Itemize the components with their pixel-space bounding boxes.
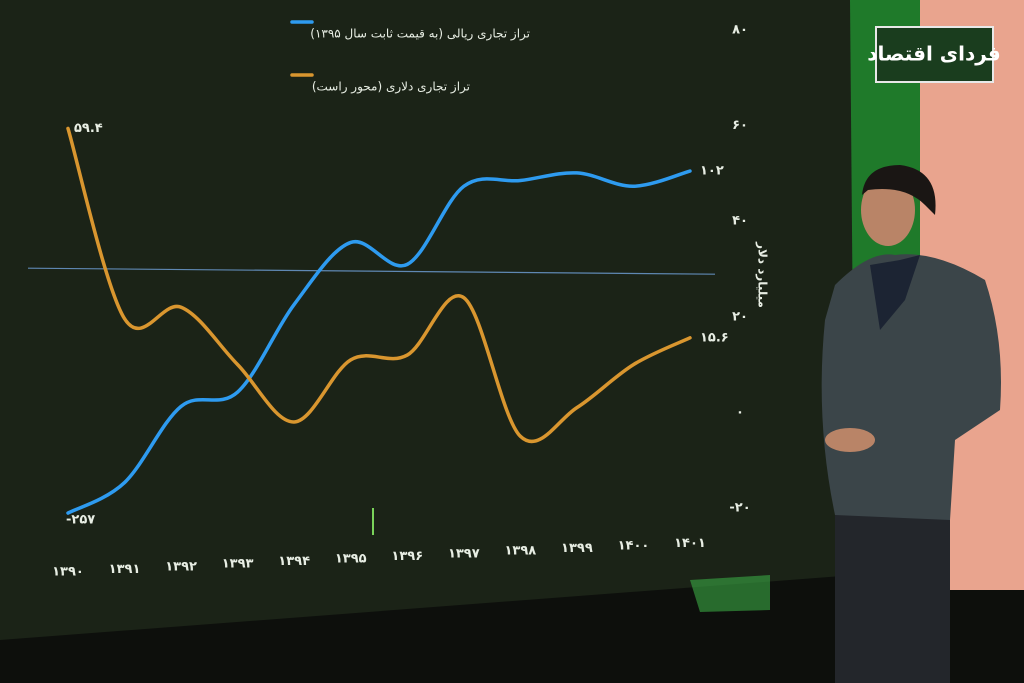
zero-line (27, 267, 716, 275)
y2-tick-label: ۸۰ (732, 23, 748, 38)
value-label: ۵۹.۴ (74, 121, 103, 136)
x-tick-label: ۱۳۹۶ (391, 549, 423, 564)
value-label: ۱۵.۶ (700, 330, 729, 345)
value-label: ۱۰۲ (700, 164, 724, 179)
value-label: -۲۵۷ (66, 513, 95, 528)
logo: فردای اقتصاد (867, 42, 1001, 66)
y2-tick-label: ۴۰ (732, 214, 748, 229)
y2-tick-label: ۶۰ (732, 118, 748, 133)
y2-tick-label: -۲۰ (729, 501, 750, 516)
legend-label: تراز تجاری ریالی (به قیمت ثابت سال ۱۳۹۵) (310, 27, 530, 42)
logo-box (875, 26, 994, 83)
series-line (66, 126, 692, 444)
x-tick-label: ۱۴۰۰ (618, 539, 650, 554)
legend-label: تراز تجاری دلاری (محور راست) (312, 80, 470, 95)
y2-tick-label: ۲۰ (732, 309, 748, 324)
screen-glow (690, 575, 770, 612)
x-tick-label: ۱۳۹۳ (222, 557, 254, 572)
x-tick-label: ۱۳۹۲ (165, 559, 197, 574)
series-line (66, 169, 692, 515)
x-tick-label: ۱۳۹۴ (278, 554, 310, 569)
x-tick-label: ۱۳۹۸ (504, 544, 536, 559)
chart: ۸۰ ۶۰ ۴۰ ۲۰ ۰ -۲۰ میلیارد دلار ۱۳۹۰ ۱۳۹۱ ۱۳۹۲ ۱۳۹۳… (27, 20, 770, 580)
x-tick-label: ۱۳۹۰ (52, 565, 84, 580)
x-tick-label: ۱۳۹۷ (448, 546, 480, 561)
y2-axis-title: میلیارد دلار (756, 241, 770, 308)
presenter (821, 165, 1001, 683)
x-tick-label: ۱۳۹۹ (561, 541, 593, 556)
y2-tick-label: ۰ (736, 405, 744, 420)
x-tick-label: ۱۳۹۱ (109, 562, 141, 577)
x-tick-label: ۱۳۹۵ (335, 552, 367, 567)
x-tick-label: ۱۴۰۱ (674, 536, 706, 551)
screen (0, 0, 855, 640)
